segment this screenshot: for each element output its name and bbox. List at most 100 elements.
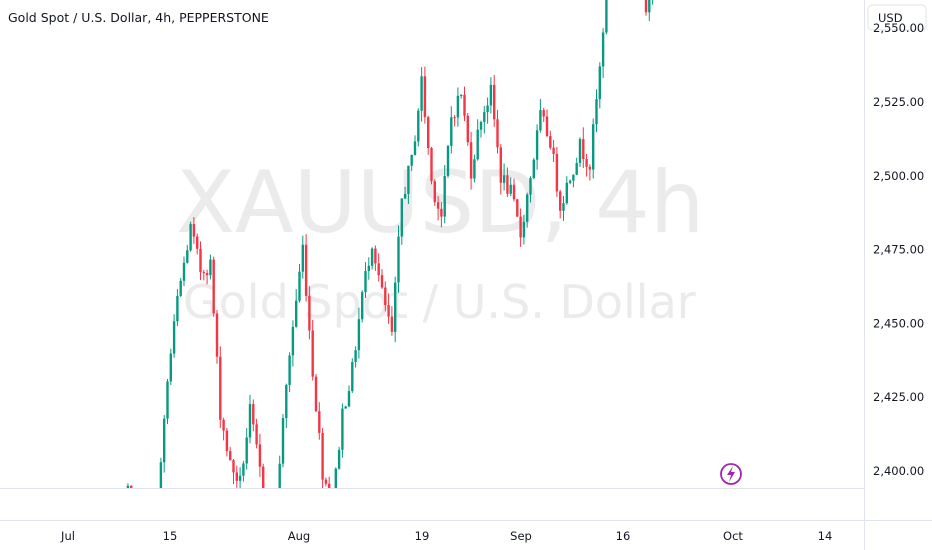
candle-body <box>199 248 202 273</box>
candle-body <box>532 159 535 179</box>
candle-body <box>166 381 169 419</box>
current-price-tag: 2,630.55 03:56:35 <box>873 124 927 151</box>
lightning-icon[interactable] <box>720 463 742 485</box>
candle-body <box>453 117 456 119</box>
candle-body <box>502 175 506 183</box>
candle-body <box>212 259 215 314</box>
candle-body <box>559 191 562 211</box>
candle-body <box>526 194 529 222</box>
candle-body <box>440 208 443 217</box>
candle-body <box>443 176 446 217</box>
candle-body <box>644 0 648 13</box>
candle-body <box>370 248 374 266</box>
candle-body <box>311 330 314 377</box>
candle-body <box>529 178 532 195</box>
watermark-symbol: XAUUSD, 4h <box>176 153 704 253</box>
candle-body <box>281 418 285 464</box>
candle-body <box>172 321 176 354</box>
candle-body <box>601 32 605 67</box>
candle-body <box>433 181 436 203</box>
candle-body <box>542 110 545 117</box>
candle-body <box>248 404 252 438</box>
y-tick-label: 2,425.00 <box>873 390 924 404</box>
candle-body <box>463 94 466 116</box>
x-tick-label: 14 <box>818 529 833 543</box>
candle-body <box>176 295 179 322</box>
candle-body <box>384 287 387 306</box>
candle-body <box>318 411 321 433</box>
candle-body <box>436 202 440 209</box>
candle-body <box>209 259 212 276</box>
candle-body <box>578 139 582 164</box>
x-axis: Jul 15 Aug 19 Sep 16 Oct 14 <box>60 529 832 543</box>
candle-body <box>575 163 578 175</box>
candle-body <box>509 184 512 194</box>
y-tick-label: 2,450.00 <box>873 316 924 330</box>
candle-body <box>298 271 301 301</box>
candle-body <box>519 216 522 238</box>
x-tick-label: Jul <box>60 529 75 543</box>
candle-body <box>595 99 598 125</box>
candle-body <box>410 154 413 166</box>
candle-body <box>196 236 199 249</box>
candle-body <box>483 112 486 122</box>
candle-body <box>205 273 209 276</box>
candle-body <box>182 262 186 281</box>
candle-body <box>245 437 248 464</box>
candle-body <box>215 313 219 357</box>
candle-body <box>539 110 542 131</box>
candle-body <box>423 76 427 118</box>
candle-body <box>400 198 403 237</box>
current-price-countdown: 03:56:35 <box>875 139 922 151</box>
candle-body <box>295 300 298 327</box>
candle-body <box>222 419 225 431</box>
candle-body <box>364 270 367 293</box>
candle-body <box>159 462 163 488</box>
candle-body <box>377 263 380 276</box>
candles-layer <box>126 0 654 488</box>
symbol-title[interactable]: Gold Spot / U.S. Dollar, 4h, PEPPERSTONE <box>8 10 269 25</box>
candle-body <box>568 180 572 183</box>
candle-body <box>232 460 235 473</box>
candle-body <box>522 221 526 238</box>
y-tick-label: 2,475.00 <box>873 243 924 257</box>
currency-button[interactable]: USD <box>867 4 927 31</box>
candle-body <box>460 94 463 96</box>
candle-body <box>169 353 172 382</box>
candle-body <box>189 224 192 251</box>
candle-body <box>374 248 377 264</box>
y-tick-label: 2,550.00 <box>873 21 924 35</box>
candle-body <box>427 117 430 149</box>
x-tick-label: 16 <box>616 529 631 543</box>
candle-body <box>219 356 222 420</box>
candle-body <box>417 110 420 142</box>
candle-body <box>235 472 238 481</box>
candle-body <box>344 406 347 409</box>
candle-body <box>337 449 341 469</box>
currency-button-label: USD <box>878 11 903 25</box>
candle-body <box>476 129 479 160</box>
candle-body <box>341 408 344 450</box>
candle-body <box>288 355 291 385</box>
y-axis: 2,400.00 2,425.00 2,450.00 2,475.00 2,500.00… <box>873 21 924 478</box>
y-tick-label: 2,500.00 <box>873 169 924 183</box>
x-tick-label: 15 <box>163 529 178 543</box>
candle-body <box>130 485 133 488</box>
x-tick-label: Sep <box>510 529 532 543</box>
candle-body <box>242 463 245 476</box>
candle-body <box>430 148 433 182</box>
y-tick-label: 2,525.00 <box>873 95 924 109</box>
candle-body <box>179 280 182 296</box>
candle-body <box>291 326 295 356</box>
candle-body <box>351 362 354 392</box>
candle-body <box>545 116 549 137</box>
candle-body <box>598 66 601 100</box>
candle-body <box>420 76 423 111</box>
candle-body <box>535 130 539 160</box>
candle-body <box>499 147 502 183</box>
candle-body <box>552 147 555 154</box>
candle-body <box>549 136 552 148</box>
candle-body <box>357 319 361 351</box>
